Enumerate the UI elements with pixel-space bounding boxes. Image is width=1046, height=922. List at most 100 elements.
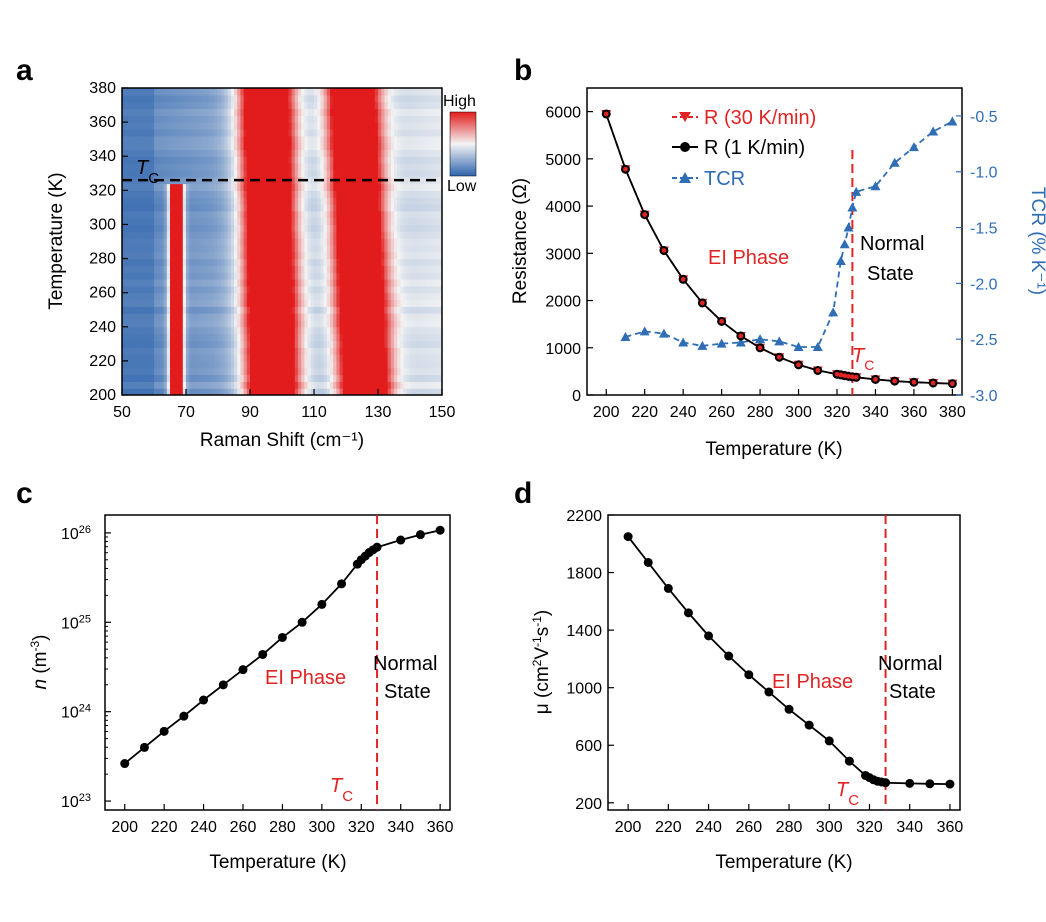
heatmap-cell (198, 367, 203, 376)
heatmap-cell (317, 115, 321, 123)
heatmap-cell (179, 101, 184, 110)
heatmap-cell (413, 203, 417, 212)
heatmap-cell (205, 217, 209, 226)
heatmap-cell (134, 340, 139, 348)
heatmap-cell (304, 265, 309, 273)
heatmap-cell (435, 128, 440, 137)
heatmap-cell (419, 251, 424, 260)
heatmap-cell (157, 313, 161, 321)
heatmap-cell (269, 388, 273, 395)
heatmap-cell (237, 306, 241, 314)
heatmap-cell (339, 224, 344, 232)
heatmap-cell (250, 354, 254, 362)
heatmap-cell (285, 135, 289, 144)
x-tick-label: 220 (655, 819, 682, 836)
heatmap-cell (138, 149, 142, 157)
heatmap-cell (314, 88, 318, 96)
heatmap-cell (186, 183, 190, 191)
heatmap-cell (250, 217, 254, 226)
heatmap-cell (250, 163, 254, 171)
heatmap-cell (179, 210, 184, 219)
heatmap-cell (400, 333, 405, 342)
heatmap-cell (221, 292, 225, 301)
heatmap-cell (378, 374, 382, 382)
heatmap-cell (426, 285, 430, 294)
heatmap-cell (269, 374, 273, 382)
heatmap-cell (365, 272, 369, 280)
heatmap-cell (349, 156, 353, 164)
heatmap-cell (218, 381, 222, 389)
heatmap-cell (406, 163, 411, 171)
heatmap-cell (294, 244, 299, 253)
heatmap-cell (426, 251, 430, 260)
heatmap-cell (320, 326, 325, 335)
heatmap-cell (410, 101, 414, 110)
heatmap-cell (400, 388, 405, 395)
heatmap-cell (246, 101, 251, 110)
heatmap-cell (406, 149, 411, 157)
heatmap-cell (134, 128, 139, 137)
heatmap-cell (358, 319, 363, 328)
heatmap-cell (214, 238, 219, 246)
heatmap-cell (381, 367, 385, 376)
heatmap-cell (403, 251, 408, 260)
heatmap-cell (419, 333, 424, 342)
heatmap-cell (269, 190, 273, 198)
heatmap-cell (150, 224, 155, 232)
heatmap-cell (362, 292, 366, 301)
heatmap-cell (141, 374, 145, 382)
heatmap-cell (234, 285, 238, 294)
heatmap-cell (134, 244, 139, 253)
heatmap-cell (195, 115, 200, 123)
heatmap-cell (234, 238, 238, 246)
heatmap-cell (349, 122, 353, 130)
heatmap-cell (147, 354, 152, 362)
heatmap-cell (342, 88, 347, 96)
heatmap-cell (374, 156, 379, 164)
heatmap-cell (256, 203, 261, 212)
heatmap-cell (205, 313, 209, 321)
heatmap-cell (176, 128, 181, 137)
heatmap-cell (214, 279, 219, 287)
heatmap-cell (336, 122, 341, 130)
heatmap-cell (326, 333, 331, 342)
heatmap-cell (374, 265, 379, 273)
heatmap-cell (378, 115, 382, 123)
heatmap-cell (346, 210, 350, 219)
heatmap-cell (333, 299, 337, 307)
heatmap-cell (227, 224, 232, 232)
heatmap-cell (147, 381, 152, 389)
heatmap-cell (320, 115, 325, 123)
heatmap-cell (195, 319, 200, 328)
heatmap-cell (371, 169, 376, 178)
heatmap-cell (336, 244, 341, 253)
heatmap-cell (160, 217, 165, 226)
heatmap-cell (317, 265, 321, 273)
heatmap-cell (326, 190, 331, 198)
heatmap-cell (227, 217, 232, 226)
heatmap-cell (230, 272, 235, 280)
heatmap-cell (128, 326, 133, 335)
heatmap-cell (205, 197, 209, 205)
heatmap-cell (298, 163, 302, 171)
heatmap-cell (134, 135, 139, 144)
heatmap-cell (134, 122, 139, 130)
heatmap-cell (406, 231, 411, 239)
heatmap-cell (275, 333, 280, 342)
heatmap-cell (368, 210, 373, 219)
heatmap-cell (419, 169, 424, 178)
heatmap-cell (378, 299, 382, 307)
heatmap-cell (342, 279, 347, 287)
heatmap-cell (186, 354, 190, 362)
heatmap-cell (182, 88, 187, 96)
heatmap-cell (358, 279, 363, 287)
heatmap-cell (346, 190, 350, 198)
heatmap-cell (349, 285, 353, 294)
heatmap-cell (173, 197, 177, 205)
heatmap-cell (163, 197, 168, 205)
heatmap-cell (323, 360, 328, 369)
heatmap-cell (288, 108, 293, 116)
heatmap-cell (211, 94, 216, 103)
tcr-point (812, 341, 823, 351)
heatmap-cell (355, 319, 360, 328)
